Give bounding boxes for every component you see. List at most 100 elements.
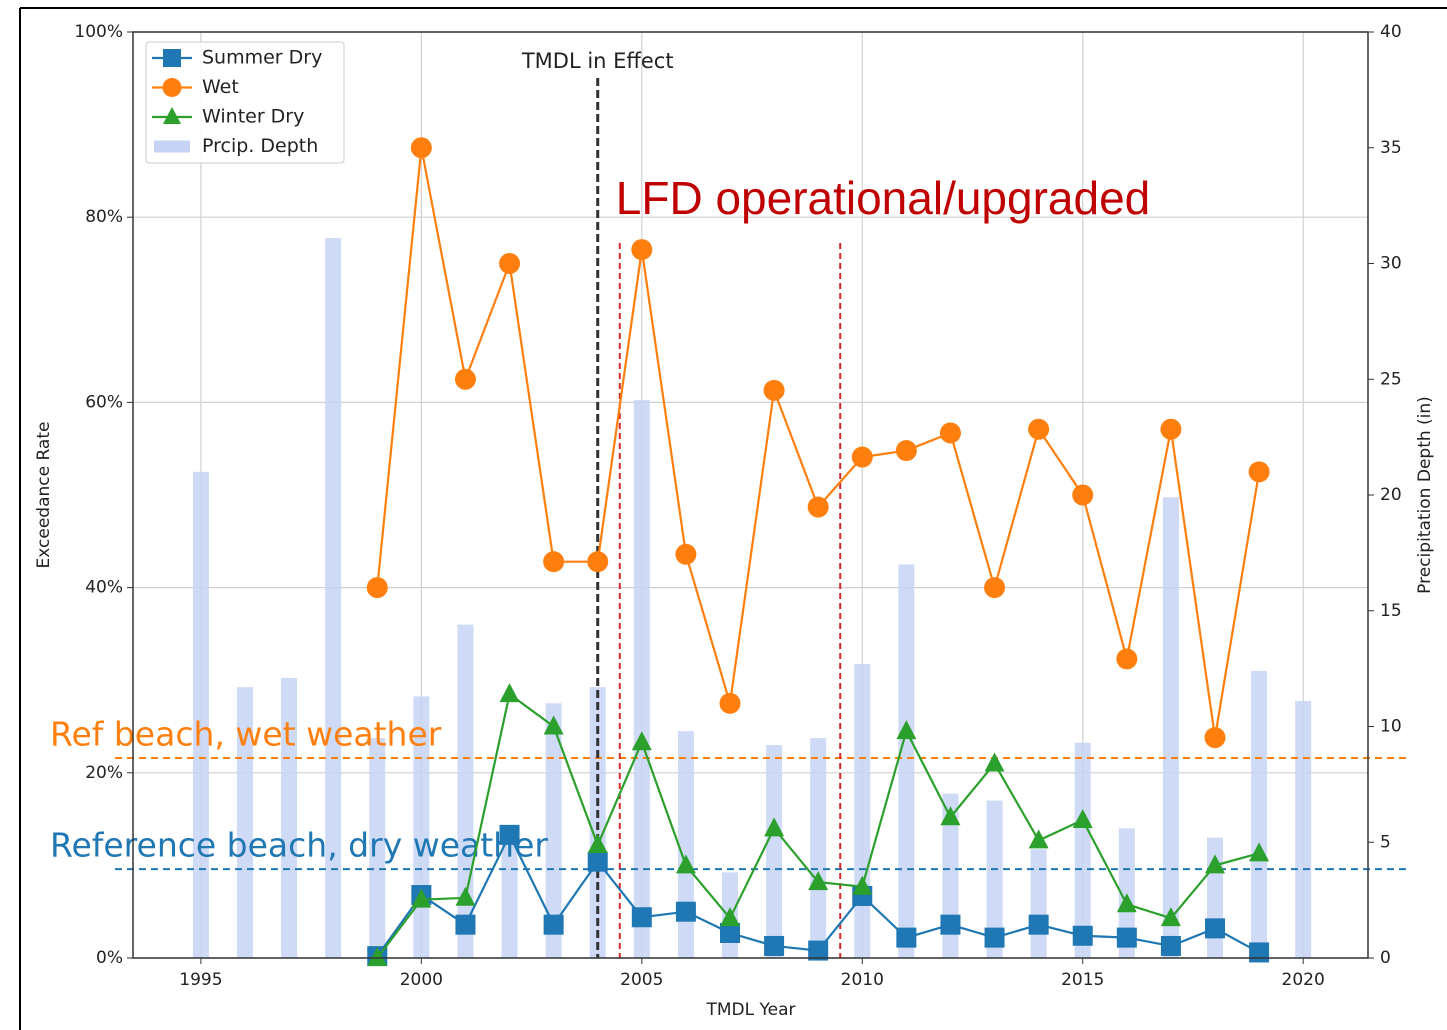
y-tick-label: 20%: [85, 763, 123, 783]
marker: [1116, 648, 1138, 670]
marker: [764, 817, 785, 837]
y2-tick-label: 25: [1380, 369, 1402, 389]
marker: [1249, 942, 1270, 963]
y2-tick-label: 40: [1380, 22, 1402, 42]
legend-label: Wet: [202, 76, 239, 98]
legend-label: Summer Dry: [202, 47, 322, 69]
marker: [719, 692, 741, 714]
marker: [499, 253, 521, 274]
marker: [1205, 854, 1226, 874]
marker: [587, 834, 608, 854]
x-axis-label: TMDL Year: [705, 1000, 795, 1020]
marker: [1028, 829, 1049, 849]
marker: [1116, 893, 1137, 913]
y-tick-label: 40%: [85, 578, 123, 598]
y2-tick-label: 10: [1380, 717, 1402, 737]
x-tick-label: 2015: [1061, 970, 1104, 990]
marker: [984, 752, 1005, 772]
marker: [367, 947, 388, 966]
marker: [939, 422, 961, 444]
x-tick-label: 2005: [620, 970, 663, 990]
marker: [455, 914, 476, 935]
y2-tick-label: 5: [1380, 832, 1391, 852]
bar: [325, 238, 342, 958]
marker: [499, 824, 520, 845]
legend-marker: [163, 107, 181, 124]
y2-tick-label: 20: [1380, 485, 1402, 505]
bar: [677, 731, 694, 958]
y2-tick-label: 15: [1380, 601, 1402, 621]
y-tick-label: 0%: [96, 948, 123, 968]
bar: [369, 738, 386, 958]
marker: [675, 901, 696, 922]
marker: [455, 886, 476, 906]
marker: [454, 368, 476, 390]
y-tick-label: 60%: [85, 392, 123, 412]
y2-tick-label: 35: [1380, 138, 1402, 158]
bar: [1118, 828, 1135, 958]
marker: [808, 940, 829, 961]
x-tick-label: 2000: [400, 970, 443, 990]
marker: [675, 854, 696, 874]
marker: [940, 914, 961, 935]
marker: [852, 875, 873, 895]
y2-tick-label: 0: [1380, 948, 1391, 968]
marker: [807, 496, 829, 518]
vertical-line-label: TMDL in Effect: [521, 49, 674, 73]
marker: [984, 927, 1005, 948]
marker: [896, 927, 917, 948]
x-tick-label: 2010: [841, 970, 884, 990]
marker: [1116, 927, 1137, 948]
legend-marker: [163, 49, 181, 67]
marker: [543, 914, 564, 935]
marker: [1072, 809, 1093, 829]
marker: [1072, 925, 1093, 946]
marker: [719, 907, 740, 927]
bar: [1251, 670, 1268, 958]
bar: [633, 400, 650, 959]
bar: [236, 687, 253, 958]
marker: [1248, 461, 1270, 483]
marker: [1160, 935, 1181, 956]
marker: [895, 440, 917, 462]
marker: [543, 715, 564, 735]
marker: [1205, 918, 1226, 939]
y-tick-label: 100%: [74, 22, 123, 42]
legend-box: [145, 41, 345, 164]
marker: [631, 239, 653, 261]
marker: [940, 806, 961, 826]
legend-marker: [162, 78, 182, 97]
bar: [766, 745, 783, 958]
marker: [587, 851, 608, 872]
marker: [366, 577, 388, 599]
bar: [1074, 742, 1091, 958]
bar: [810, 738, 827, 958]
bar: [898, 564, 915, 958]
marker: [808, 871, 829, 891]
y2-axis-label: Precipitation Depth (in): [1415, 396, 1435, 594]
bar: [457, 624, 474, 958]
marker: [631, 907, 652, 928]
bar: [501, 830, 518, 958]
bar: [854, 663, 871, 958]
marker: [1160, 907, 1181, 927]
marker: [719, 922, 740, 943]
legend-label: Prcip. Depth: [202, 135, 318, 157]
legend-swatch: [154, 140, 190, 153]
bar: [281, 677, 298, 958]
marker: [499, 683, 520, 703]
marker: [851, 446, 873, 468]
marker: [1028, 418, 1050, 440]
reference-label: Ref beach, wet weather: [50, 714, 442, 753]
x-tick-label: 2020: [1282, 970, 1325, 990]
bar: [1030, 849, 1047, 958]
marker: [1249, 842, 1270, 862]
marker: [896, 720, 917, 740]
marker: [764, 935, 785, 956]
plot-frame: [132, 31, 1369, 959]
y-tick-label: 80%: [85, 207, 123, 227]
marker: [984, 577, 1006, 599]
marker: [1160, 418, 1182, 440]
bar: [1295, 701, 1312, 958]
